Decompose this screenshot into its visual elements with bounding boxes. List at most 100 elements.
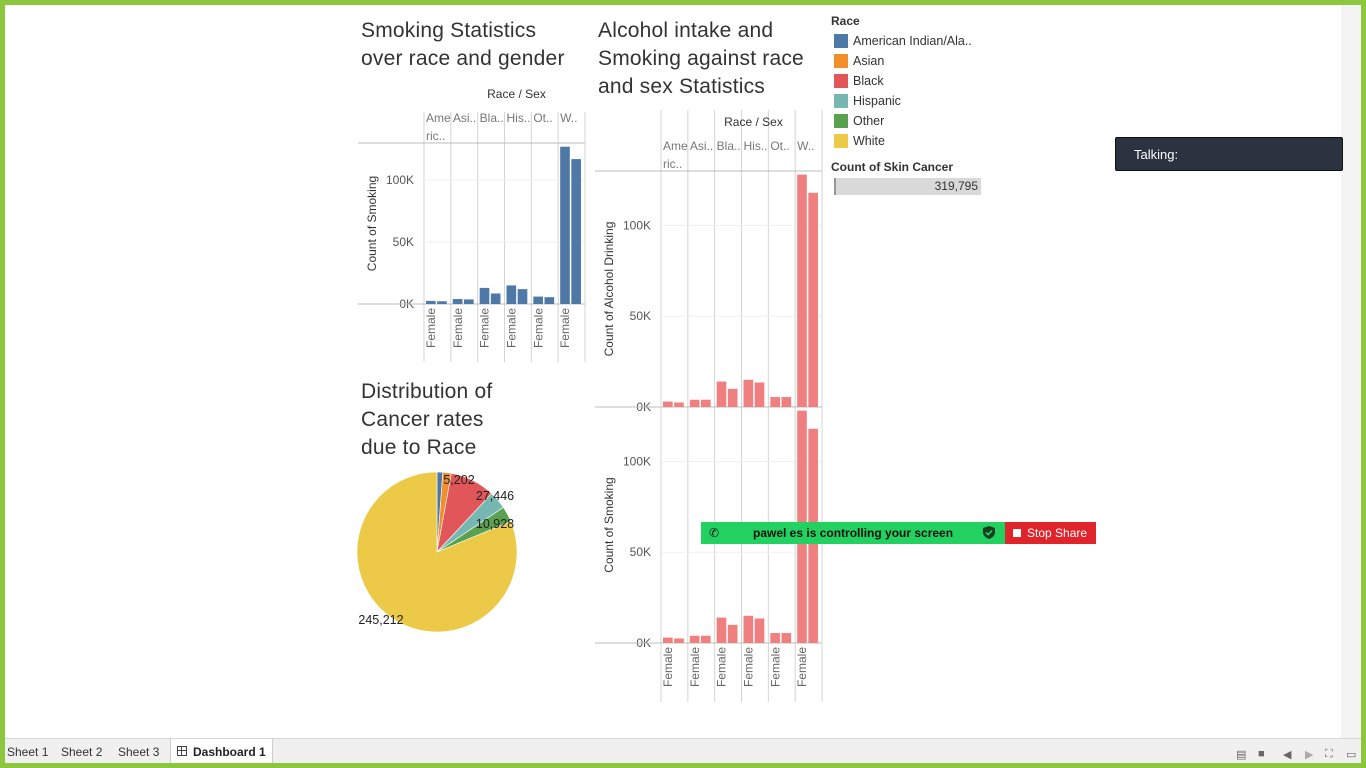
y-axis-label: Count of Alcohol Drinking xyxy=(602,222,616,357)
legend-label: American Indian/Ala.. xyxy=(853,34,972,48)
legend-swatch xyxy=(834,114,848,128)
share-message: pawel es is controlling your screen xyxy=(753,526,954,540)
bar xyxy=(674,402,684,407)
race-column-label: Bla.. xyxy=(717,139,741,153)
shield-icon xyxy=(983,526,995,539)
next-sheet-icon[interactable]: ▶ xyxy=(1305,749,1314,761)
legend-item[interactable]: Hispanic xyxy=(834,93,901,109)
x-tick-label: Female xyxy=(531,308,545,348)
dashboard-canvas xyxy=(5,5,1341,738)
skin-cancer-bar: 319,795 xyxy=(834,178,981,195)
legend-item[interactable]: White xyxy=(834,133,885,149)
tab-dashboard-1[interactable]: Dashboard 1 xyxy=(170,739,273,764)
bar xyxy=(770,633,780,643)
tab-sheet-1[interactable]: Sheet 1 xyxy=(7,745,49,759)
race-column-label: His.. xyxy=(744,139,768,153)
bar xyxy=(743,379,754,407)
race-column-label: W.. xyxy=(560,111,577,125)
bar xyxy=(506,285,517,304)
bar xyxy=(716,381,727,407)
tab-sheet-2[interactable]: Sheet 2 xyxy=(61,745,103,759)
legend-item[interactable]: Black xyxy=(834,73,884,89)
race-column-label: Ame xyxy=(426,111,451,125)
prev-sheet-icon[interactable]: ◀ xyxy=(1283,749,1292,761)
race-column-label: Bla.. xyxy=(480,111,504,125)
bar xyxy=(479,287,490,304)
race-column-label: Asi.. xyxy=(690,139,713,153)
x-tick-label: Female xyxy=(742,647,756,687)
pie-chart-title: Distribution of Cancer rates due to Race xyxy=(361,380,493,459)
bar xyxy=(808,192,818,407)
bar xyxy=(770,397,780,407)
bar xyxy=(452,299,463,304)
race-column-label: Ame xyxy=(663,139,688,153)
bar xyxy=(517,289,528,304)
y-tick-label: 100K xyxy=(623,454,651,468)
bar xyxy=(727,624,738,643)
bar xyxy=(560,146,570,304)
bar xyxy=(533,296,543,304)
x-tick-label: Female xyxy=(688,647,702,687)
race-column-label: Ot.. xyxy=(533,111,552,125)
legend-label: White xyxy=(853,134,885,148)
pie-data-label: 245,212 xyxy=(358,613,403,627)
legend-item[interactable]: Asian xyxy=(834,53,884,69)
legend-swatch xyxy=(834,54,848,68)
filmstrip-view-icon[interactable]: ▤ xyxy=(1236,749,1247,761)
x-tick-label: Female xyxy=(451,308,465,348)
phone-icon: ✆ xyxy=(709,526,720,540)
bar xyxy=(490,293,501,304)
bar xyxy=(797,174,807,407)
bar xyxy=(689,635,700,643)
legend-title: Race xyxy=(831,14,860,28)
legend-item[interactable]: Other xyxy=(834,113,884,129)
talking-panel: Talking: xyxy=(1115,137,1343,171)
y-axis-label: Count of Smoking xyxy=(602,477,616,572)
y-tick-label: 50K xyxy=(393,235,414,249)
legend-swatch xyxy=(834,74,848,88)
x-tick-label: Female xyxy=(795,647,809,687)
tab-view-icon[interactable]: ■ xyxy=(1258,748,1265,760)
bar xyxy=(716,617,727,643)
stop-share-button[interactable]: Stop Share xyxy=(1005,522,1096,544)
screen-share-bar: ✆ pawel es is controlling your screen St… xyxy=(701,522,1096,544)
x-tick-label: Female xyxy=(768,647,782,687)
bar xyxy=(700,399,711,407)
stop-icon xyxy=(1013,529,1021,537)
pie-data-label: 10,928 xyxy=(476,517,514,531)
bar xyxy=(674,638,684,643)
bar xyxy=(663,637,673,643)
share-status: ✆ pawel es is controlling your screen xyxy=(701,522,1005,544)
race-column-label: Ot.. xyxy=(770,139,789,153)
x-tick-label: Female xyxy=(424,308,438,348)
legend-item[interactable]: American Indian/Ala.. xyxy=(834,33,972,49)
legend-swatch xyxy=(834,34,848,48)
legend-label: Other xyxy=(853,114,885,128)
race-column-label: ric.. xyxy=(663,157,682,171)
legend-label: Hispanic xyxy=(853,94,901,108)
race-column-label: His.. xyxy=(507,111,531,125)
y-tick-label: 50K xyxy=(630,309,651,323)
bar xyxy=(781,397,792,407)
bar xyxy=(463,299,474,304)
race-column-label: Asi.. xyxy=(453,111,476,125)
sheet-tab-bar: Sheet 1 Sheet 2 Sheet 3 Dashboard 1 ▤ ■ … xyxy=(0,738,1366,768)
race-column-label: W.. xyxy=(797,139,814,153)
bar xyxy=(426,300,436,304)
tab-sheet-3[interactable]: Sheet 3 xyxy=(118,745,160,759)
bar xyxy=(700,635,711,643)
fullscreen-icon[interactable]: ⛶ xyxy=(1325,748,1333,760)
bar xyxy=(689,399,700,407)
bar xyxy=(571,159,581,304)
bar xyxy=(663,401,673,407)
pie-data-label: 27,446 xyxy=(476,489,514,503)
smoking-chart-title: Smoking Statistics over race and gender xyxy=(361,19,565,70)
present-icon[interactable]: ▭ xyxy=(1346,749,1357,761)
y-tick-label: 50K xyxy=(630,545,651,559)
bar xyxy=(754,618,765,643)
legend-label: Black xyxy=(853,74,884,88)
race-sex-header: Race / Sex xyxy=(724,115,783,129)
race-column-label: ric.. xyxy=(426,129,445,143)
alcohol-chart-title: Alcohol intake and Smoking against race … xyxy=(598,19,804,98)
bar xyxy=(781,633,792,643)
